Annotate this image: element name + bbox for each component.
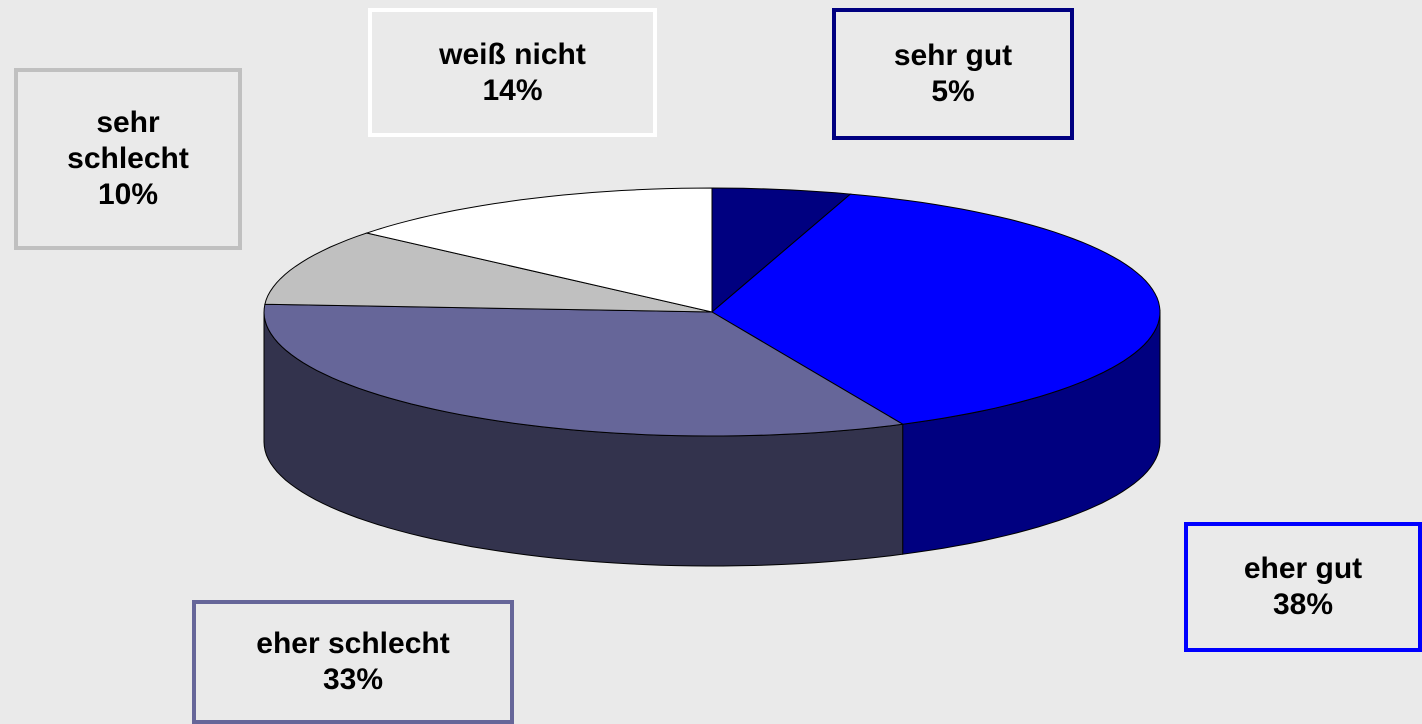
slice: [364, 187, 713, 313]
category-label: sehr schlecht: [67, 106, 189, 175]
slice: [711, 187, 852, 314]
value-label: 5%: [931, 75, 975, 108]
value-label: 10%: [97, 178, 159, 211]
slice-label: sehr gut 5%: [832, 8, 1074, 140]
value-label: 14%: [482, 73, 543, 107]
category-label: eher schlecht: [256, 627, 450, 660]
slice-label: eher schlecht 33%: [192, 600, 514, 724]
category-label: sehr gut: [893, 39, 1013, 72]
category-label: eher gut: [1243, 552, 1363, 585]
category-label: weiß nicht: [439, 37, 586, 71]
value-label: 33%: [322, 663, 384, 696]
slice: [264, 232, 713, 313]
value-label: 38%: [1272, 588, 1334, 621]
slice: [263, 303, 905, 437]
slice-label: weiß nicht 14%: [368, 8, 657, 137]
slice-label: eher gut 38%: [1184, 522, 1422, 652]
slice-label: sehr schlecht 10%: [14, 68, 242, 250]
slice: [711, 193, 1161, 425]
